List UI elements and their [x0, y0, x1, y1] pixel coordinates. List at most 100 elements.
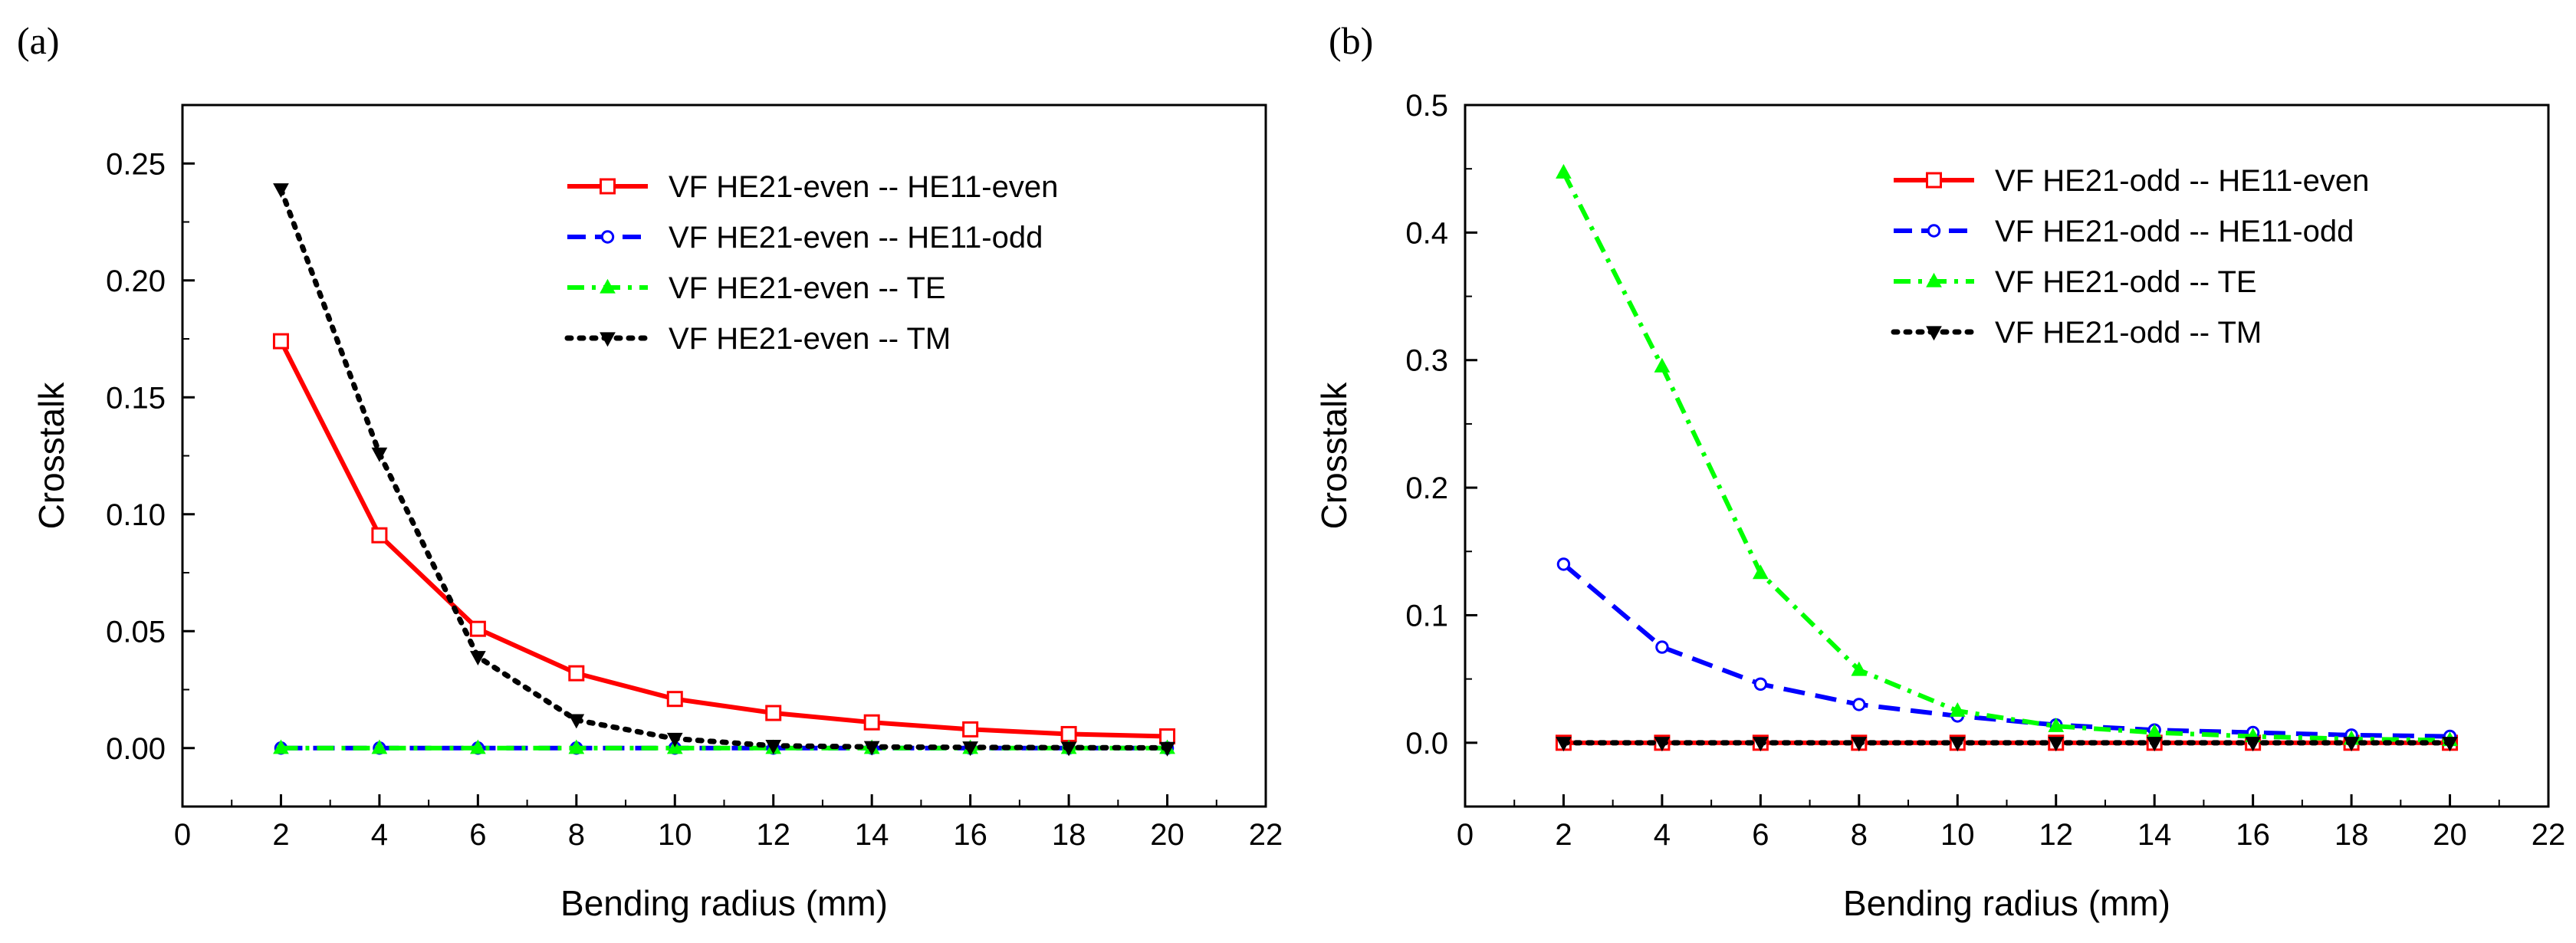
- plot-frame: [181, 104, 1267, 808]
- x-tick-label: 12: [2039, 818, 2073, 852]
- x-tick-label: 2: [1555, 818, 1572, 852]
- data-point: [1852, 698, 1866, 711]
- x-tick-label: 18: [2334, 818, 2369, 852]
- data-point: [273, 739, 289, 754]
- data-point: [1753, 677, 1768, 691]
- x-tick-label: 10: [1940, 818, 1975, 852]
- legend-entry: VF HE21-even -- TE: [567, 271, 946, 305]
- x-tick-label: 18: [1052, 818, 1086, 852]
- data-point: [765, 740, 782, 754]
- legend-entry: VF HE21-odd -- TM: [1891, 316, 2262, 350]
- series-line: [278, 340, 1168, 739]
- data-point: [371, 447, 388, 462]
- series-line: [1561, 171, 2450, 743]
- legend-label: VF HE21-odd -- TM: [1995, 316, 2262, 350]
- legend-marker: [600, 178, 616, 195]
- data-point: [962, 741, 978, 757]
- data-point: [765, 705, 782, 721]
- x-tick-label: 12: [756, 818, 790, 852]
- y-axis-title: Crosstalk: [1314, 382, 1354, 530]
- y-tick-label: 0.05: [106, 615, 166, 649]
- data-point: [1753, 564, 1769, 580]
- x-tick-label: 16: [953, 818, 987, 852]
- legend-marker: [600, 332, 616, 347]
- data-point: [568, 714, 585, 729]
- series-line: [1562, 562, 2450, 739]
- data-point: [2343, 737, 2360, 752]
- x-tick-label: 16: [2236, 818, 2270, 852]
- panel-label: (a): [17, 19, 60, 62]
- data-point: [863, 741, 880, 756]
- panel-label: (b): [1329, 19, 1373, 62]
- data-point: [470, 739, 486, 754]
- legend-entry: VF HE21-even -- TM: [564, 322, 951, 356]
- x-tick-label: 22: [1249, 818, 1283, 852]
- data-point: [666, 691, 683, 708]
- legend-marker: [1926, 326, 1942, 341]
- series-1: [1556, 557, 2457, 744]
- series-line: [278, 186, 1171, 751]
- y-tick-label: 0.15: [106, 381, 166, 415]
- x-tick-label: 4: [1654, 818, 1671, 852]
- legend-entry: VF HE21-even -- HE11-odd: [567, 221, 1043, 255]
- data-point: [568, 739, 585, 754]
- legend-label: VF HE21-even -- HE11-even: [669, 170, 1058, 204]
- x-axis-title: Bending radius (mm): [560, 883, 888, 923]
- legend-marker: [1927, 224, 1941, 238]
- data-point: [568, 665, 585, 682]
- legend-label: VF HE21-even -- HE11-odd: [669, 221, 1043, 255]
- legend-entry: VF HE21-even -- HE11-even: [567, 170, 1058, 204]
- y-tick-label: 0.4: [1405, 216, 1448, 250]
- y-tick-label: 0.5: [1405, 89, 1448, 123]
- data-point: [1654, 737, 1671, 752]
- data-point: [1556, 163, 1572, 179]
- legend-marker: [1926, 272, 1942, 288]
- data-point: [1159, 741, 1175, 757]
- data-point: [371, 739, 388, 754]
- y-tick-label: 0.25: [106, 147, 166, 181]
- x-tick-label: 14: [855, 818, 889, 852]
- data-point: [469, 620, 486, 637]
- data-point: [2048, 737, 2065, 752]
- data-point: [371, 527, 388, 544]
- data-point: [2146, 737, 2163, 752]
- x-tick-label: 20: [1150, 818, 1184, 852]
- series-2: [1556, 163, 2458, 747]
- data-point: [962, 721, 979, 738]
- legend-label: VF HE21-odd -- HE11-odd: [1995, 215, 2354, 248]
- data-point: [2442, 737, 2458, 752]
- y-tick-label: 0.00: [106, 732, 166, 766]
- y-tick-label: 0.2: [1405, 472, 1448, 505]
- x-tick-label: 4: [371, 818, 388, 852]
- y-axis-title: Crosstalk: [31, 382, 71, 530]
- data-point: [1556, 557, 1571, 571]
- data-point: [1655, 640, 1669, 654]
- data-point: [1851, 737, 1868, 752]
- data-point: [1753, 737, 1769, 752]
- legend-label: VF HE21-even -- TE: [669, 271, 946, 305]
- x-tick-label: 6: [1752, 818, 1769, 852]
- data-point: [1851, 661, 1868, 676]
- x-tick-label: 6: [469, 818, 486, 852]
- series-0: [272, 333, 1176, 744]
- plot-frame: [1464, 104, 2550, 808]
- data-point: [1949, 737, 1966, 752]
- legend-label: VF HE21-odd -- HE11-even: [1995, 164, 2369, 198]
- data-point: [863, 714, 880, 731]
- y-tick-label: 0.1: [1405, 599, 1448, 632]
- y-tick-label: 0.10: [106, 498, 166, 532]
- legend-marker: [600, 230, 615, 244]
- data-point: [1654, 357, 1671, 373]
- series-3: [273, 183, 1175, 757]
- series-3: [1556, 737, 2458, 752]
- data-point: [2245, 737, 2261, 752]
- data-point: [666, 732, 683, 748]
- legend-entry: VF HE21-odd -- HE11-even: [1894, 164, 2369, 198]
- legend-marker: [600, 278, 616, 294]
- data-point: [273, 183, 289, 199]
- data-point: [1556, 737, 1572, 752]
- x-tick-label: 8: [568, 818, 585, 852]
- x-tick-label: 0: [174, 818, 191, 852]
- legend-label: VF HE21-odd -- TE: [1995, 265, 2257, 299]
